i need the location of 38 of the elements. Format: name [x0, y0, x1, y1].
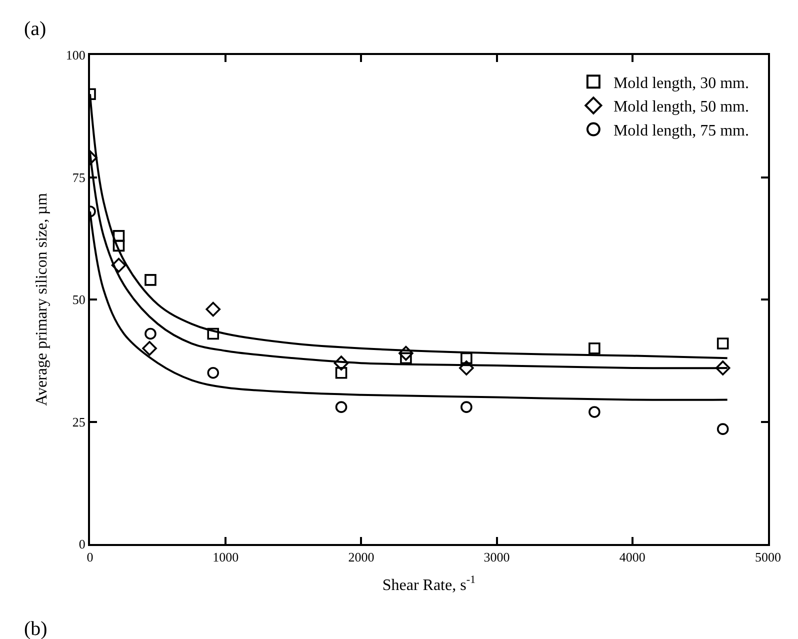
point [144, 328, 156, 340]
y-tick-label: 0 [78, 536, 86, 552]
point [459, 360, 474, 376]
legend-label: Mold length, 75 mm. [613, 122, 750, 140]
point [112, 240, 125, 252]
text: (a) [24, 18, 46, 40]
y-tick-label: 50 [72, 292, 86, 308]
y-axis-title: Average primary silicon size, µm [33, 192, 50, 406]
x-axis-title: Shear Rate, s$^{-1}$ [382, 574, 476, 594]
x-tick-label: 2000 [348, 550, 374, 565]
x-tick-label: 3000 [484, 550, 510, 565]
point [460, 401, 472, 413]
point [142, 341, 157, 356]
y-tick-label: 100 [66, 48, 86, 63]
point [207, 328, 220, 340]
x-tick-label: 1000 [212, 550, 239, 565]
point [111, 258, 126, 273]
text: (b) [24, 618, 48, 639]
point [207, 366, 220, 379]
point [335, 401, 348, 413]
legend-label: Mold length, 30 mm. [613, 74, 750, 92]
x-tick-label: 5000 [755, 550, 781, 565]
point [206, 302, 221, 317]
point [460, 352, 472, 364]
legend-label: Mold length, 50 mm. [613, 98, 750, 116]
y-tick-label: 25 [72, 414, 86, 430]
point [334, 356, 349, 370]
point [112, 230, 125, 242]
point [716, 423, 729, 435]
point [716, 338, 729, 350]
point [144, 274, 156, 286]
y-tick-label: 75 [72, 170, 86, 185]
point [588, 342, 600, 354]
point [588, 406, 600, 418]
point [335, 366, 348, 379]
point [715, 360, 730, 376]
x-tick-label: 4000 [619, 550, 646, 565]
point [398, 346, 414, 361]
